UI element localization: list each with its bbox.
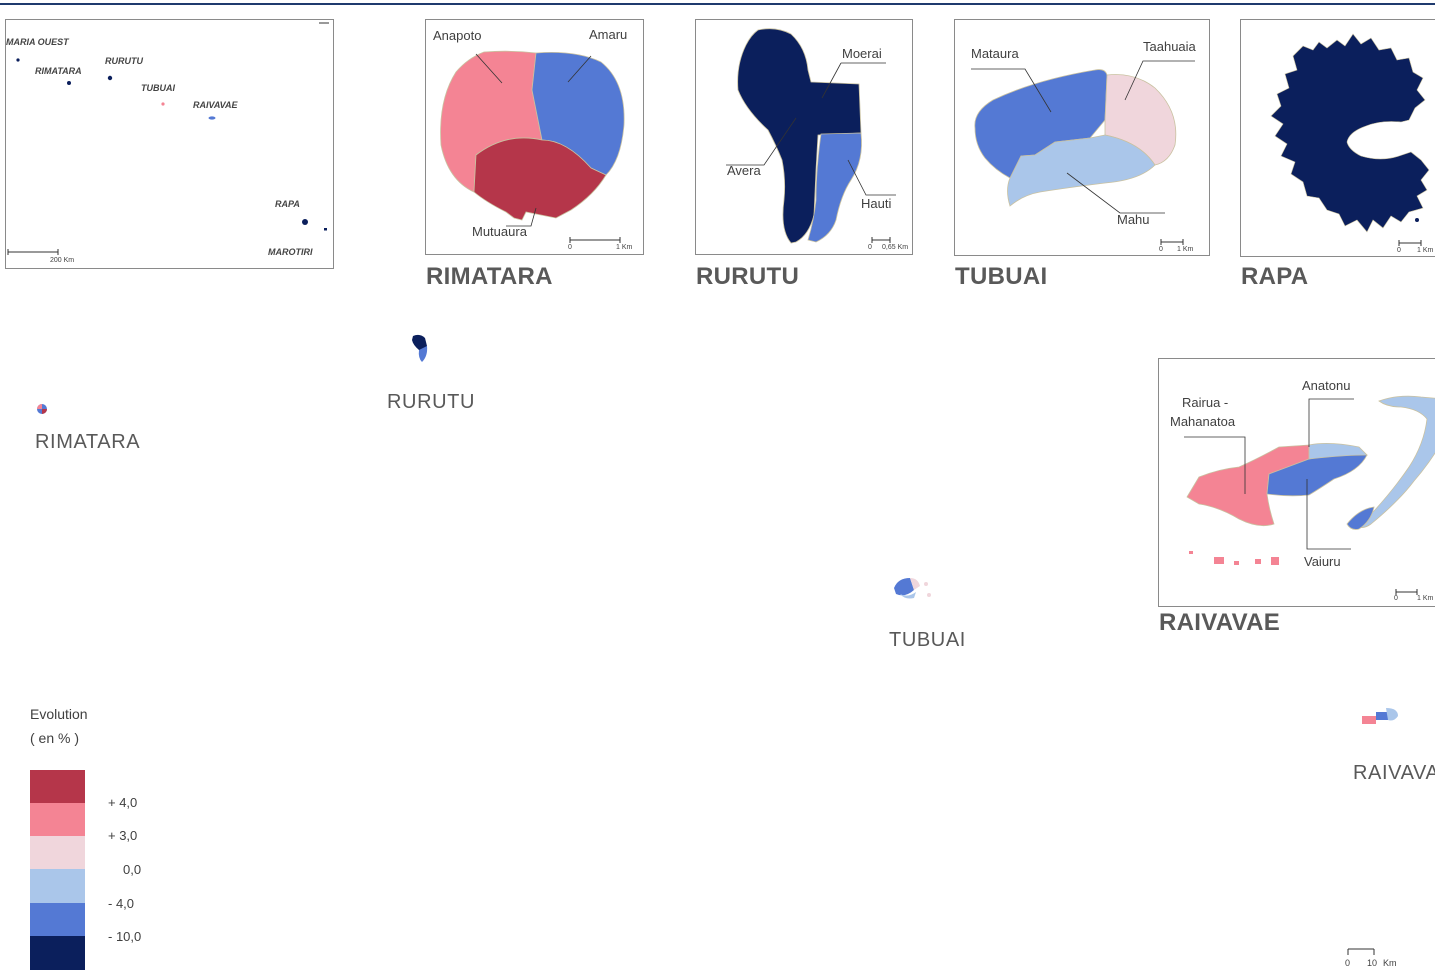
- main-label-rurutu: RURUTU: [387, 391, 476, 413]
- rapa-scale-zero: 0: [1397, 247, 1401, 254]
- legend-tick-2: + 3,0: [108, 828, 138, 843]
- tubuai-title: TUBUAI: [955, 263, 1048, 290]
- rurutu-scale-zero: 0: [868, 244, 872, 251]
- legend-swatch-2: [30, 803, 85, 836]
- rimatara-scale-km: 1 Km: [616, 244, 633, 251]
- raivavae-district-rairua: Rairua -: [1182, 395, 1229, 410]
- rimatara-scale-zero: 0: [568, 244, 572, 251]
- tubuai-map: [971, 60, 1195, 245]
- tubuai-scale-km: 1 Km: [1177, 246, 1194, 253]
- main-scale-bar: [1347, 948, 1375, 955]
- raivavae-district-mahanatoa: Mahanatoa: [1170, 414, 1236, 429]
- overview-label-rurutu: RURUTU: [105, 56, 143, 66]
- main-tubuai-island: [894, 578, 931, 599]
- rimatara-district-amaru: Amaru: [589, 27, 628, 42]
- overview-label-tubuai: TUBUAI: [141, 83, 175, 93]
- tubuai-district-mataura: Mataura: [971, 46, 1019, 61]
- legend-tick-5: - 10,0: [108, 929, 142, 944]
- raivavae-scale-km: 1 Km: [1417, 595, 1434, 602]
- raivavae-district-anatonu: Anatonu: [1302, 378, 1351, 393]
- rurutu-map: [726, 28, 896, 244]
- overview-label-rimatara: RIMATARA: [35, 66, 82, 76]
- legend-swatch-6: [30, 936, 85, 970]
- tubuai-district-taahuaia: Taahuaia: [1143, 39, 1196, 54]
- main-rurutu-island: [412, 334, 428, 362]
- raivavae-district-vaiuru: Vaiuru: [1304, 554, 1341, 569]
- rapa-inset: 0 1 Km: [1240, 19, 1435, 257]
- legend-title: Evolution: [30, 706, 88, 722]
- overview-map: [7, 22, 329, 255]
- raivavae-map: [1184, 395, 1435, 595]
- overview-label-raivavae: RAIVAVAE: [193, 100, 238, 110]
- raivavae-title: RAIVAVAE: [1159, 609, 1281, 636]
- rurutu-district-hauti: Hauti: [861, 196, 892, 211]
- main-scale-zero: 0: [1345, 958, 1351, 968]
- main-raivavae-island: [1362, 708, 1398, 724]
- raivavae-inset: Anatonu Rairua - Mahanatoa Vaiuru 0 1 Km: [1158, 358, 1435, 607]
- main-label-raivavae: RAIVAVA: [1353, 762, 1435, 784]
- rimatara-map: [440, 50, 625, 243]
- legend-tick-1: + 4,0: [108, 795, 138, 810]
- main-scale-km: Km: [1383, 958, 1397, 968]
- tubuai-inset: Mataura Taahuaia Mahu 0 1 Km: [954, 19, 1210, 256]
- main-scale-ten: 10: [1367, 958, 1378, 968]
- rimatara-inset: Anapoto Amaru Mutuaura 0 1 Km: [425, 19, 644, 255]
- main-label-rimatara: RIMATARA: [35, 431, 141, 453]
- rapa-map: [1270, 33, 1430, 246]
- legend-swatch-5: [30, 903, 85, 936]
- legend-tick-4: - 4,0: [108, 896, 135, 911]
- rapa-title: RAPA: [1241, 263, 1309, 290]
- rurutu-district-moerai: Moerai: [842, 46, 882, 61]
- rurutu-inset: Moerai Avera Hauti 0 0,65 Km: [695, 19, 913, 255]
- tubuai-scale-zero: 0: [1159, 246, 1163, 253]
- rurutu-title: RURUTU: [696, 263, 800, 290]
- raivavae-scale-zero: 0: [1394, 595, 1398, 602]
- overview-inset: MARIA OUEST RIMATARA RURUTU TUBUAI RAIVA…: [5, 19, 334, 269]
- overview-label-rapa: RAPA: [275, 199, 300, 209]
- tubuai-district-mahu: Mahu: [1117, 212, 1150, 227]
- rapa-scale-km: 1 Km: [1417, 247, 1434, 254]
- top-rule: [0, 3, 1435, 5]
- main-rimatara-island: [37, 404, 47, 414]
- overview-label-marotiri: MAROTIRI: [268, 247, 313, 257]
- main-label-tubuai: TUBUAI: [889, 629, 966, 651]
- legend-swatch-3: [30, 836, 85, 869]
- rurutu-district-avera: Avera: [727, 163, 761, 178]
- overview-scale-label: 200 Km: [50, 257, 75, 264]
- legend-unit: ( en % ): [30, 730, 80, 746]
- rimatara-title: RIMATARA: [426, 263, 553, 290]
- rimatara-district-anapoto: Anapoto: [433, 28, 482, 43]
- legend-swatch-1: [30, 770, 85, 803]
- rimatara-district-mutuaura: Mutuaura: [472, 224, 527, 239]
- legend-tick-3: 0,0: [123, 862, 142, 877]
- legend-swatch-4: [30, 869, 85, 903]
- rurutu-scale-km: 0,65 Km: [882, 244, 909, 251]
- overview-label-maria-ouest: MARIA OUEST: [6, 37, 69, 47]
